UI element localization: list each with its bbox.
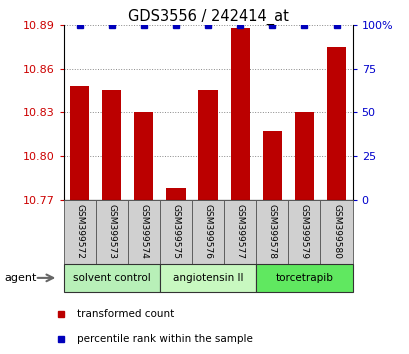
Text: GSM399572: GSM399572 (75, 204, 84, 259)
Text: GSM399574: GSM399574 (139, 204, 148, 259)
Bar (288, 200, 320, 264)
Text: GSM399575: GSM399575 (171, 204, 180, 259)
Text: solvent control: solvent control (73, 273, 150, 283)
Bar (134, 113, 153, 200)
Text: angiotensin II: angiotensin II (173, 273, 243, 283)
Text: agent: agent (4, 273, 36, 283)
Text: GSM399577: GSM399577 (235, 204, 244, 259)
Bar (294, 113, 313, 200)
Bar (230, 28, 249, 200)
Text: percentile rank within the sample: percentile rank within the sample (76, 333, 252, 344)
Text: GSM399573: GSM399573 (107, 204, 116, 259)
Bar (256, 200, 288, 264)
Text: GSM399576: GSM399576 (203, 204, 212, 259)
Bar (256, 264, 352, 292)
Bar (198, 91, 217, 200)
Bar (95, 200, 128, 264)
Bar (224, 200, 256, 264)
Title: GDS3556 / 242414_at: GDS3556 / 242414_at (127, 8, 288, 25)
Bar (128, 200, 160, 264)
Bar (262, 131, 281, 200)
Bar (191, 200, 224, 264)
Text: GSM399578: GSM399578 (267, 204, 276, 259)
Bar (70, 86, 89, 200)
Bar (63, 200, 95, 264)
Text: GSM399579: GSM399579 (299, 204, 308, 259)
Bar (166, 188, 185, 200)
Bar (102, 91, 121, 200)
Text: GSM399580: GSM399580 (331, 204, 340, 259)
Text: torcetrapib: torcetrapib (275, 273, 333, 283)
Bar (326, 47, 345, 200)
Bar (63, 264, 160, 292)
Bar (320, 200, 352, 264)
Bar (160, 200, 191, 264)
Bar (160, 264, 256, 292)
Text: transformed count: transformed count (76, 309, 173, 320)
